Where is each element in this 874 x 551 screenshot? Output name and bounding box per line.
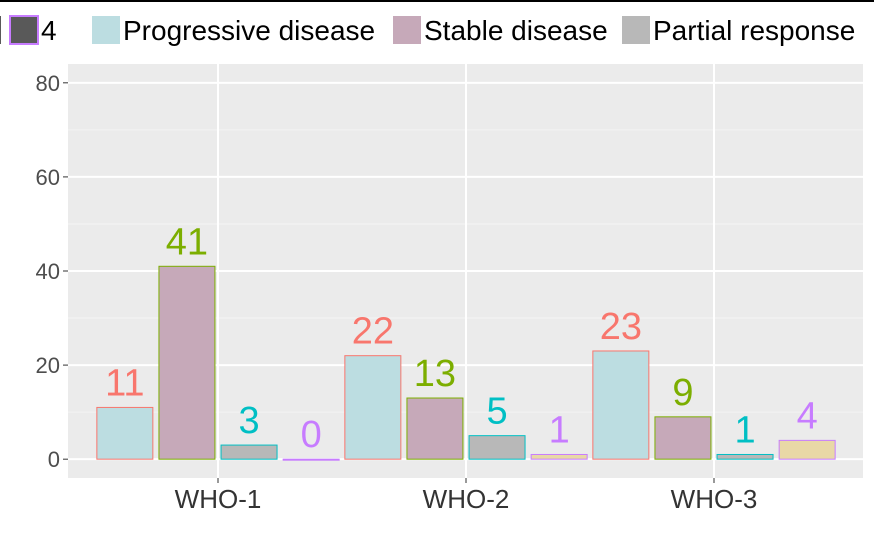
x-axis: WHO-1 WHO-2 WHO-3 [175,478,758,514]
bar-value-label: 13 [414,353,456,395]
x-category-label: WHO-2 [423,484,510,514]
bar [96,406,154,460]
bar [158,265,216,460]
bar-value-label: 0 [301,414,322,456]
bar-value-label: 11 [105,362,144,404]
bar-value-label: 1 [734,409,755,451]
legend: 4 Progressive disease Stable disease Partia… [0,15,855,46]
bar [716,453,774,460]
legend-key [92,16,120,44]
bar-value-label: 22 [352,311,394,353]
legend-label: Progressive disease [123,15,375,46]
legend-key [9,15,39,45]
bar [282,458,340,461]
y-tick-label: 60 [36,165,60,190]
x-category-label: WHO-3 [671,484,758,514]
bar [220,444,278,460]
y-tick-label: 20 [36,353,60,378]
bar [344,355,402,460]
legend-key-cropped [0,16,1,44]
bar-value-label: 41 [166,221,208,263]
bar-value-label: 23 [600,306,642,348]
bar [778,439,836,460]
y-tick-label: 40 [36,259,60,284]
y-tick-label: 80 [36,71,60,96]
bar [592,350,650,460]
bar-value-label: 1 [549,409,570,451]
bar [406,397,464,460]
legend-key [393,16,421,44]
bar-value-label: 3 [238,400,259,442]
bar [468,435,526,460]
legend-label: Stable disease [424,15,608,46]
legend-label: Partial response [653,15,855,46]
bar-value-label: 5 [486,391,507,433]
y-tick-label: 0 [48,447,60,472]
legend-key [622,16,650,44]
y-axis: 0 20 40 60 80 [36,71,68,472]
bar-value-label: 9 [672,372,693,414]
legend-label: 4 [41,15,57,46]
bar-value-label: 4 [797,395,818,437]
x-category-label: WHO-1 [175,484,262,514]
bar [530,453,588,460]
bar [654,416,712,460]
bars [96,265,836,461]
